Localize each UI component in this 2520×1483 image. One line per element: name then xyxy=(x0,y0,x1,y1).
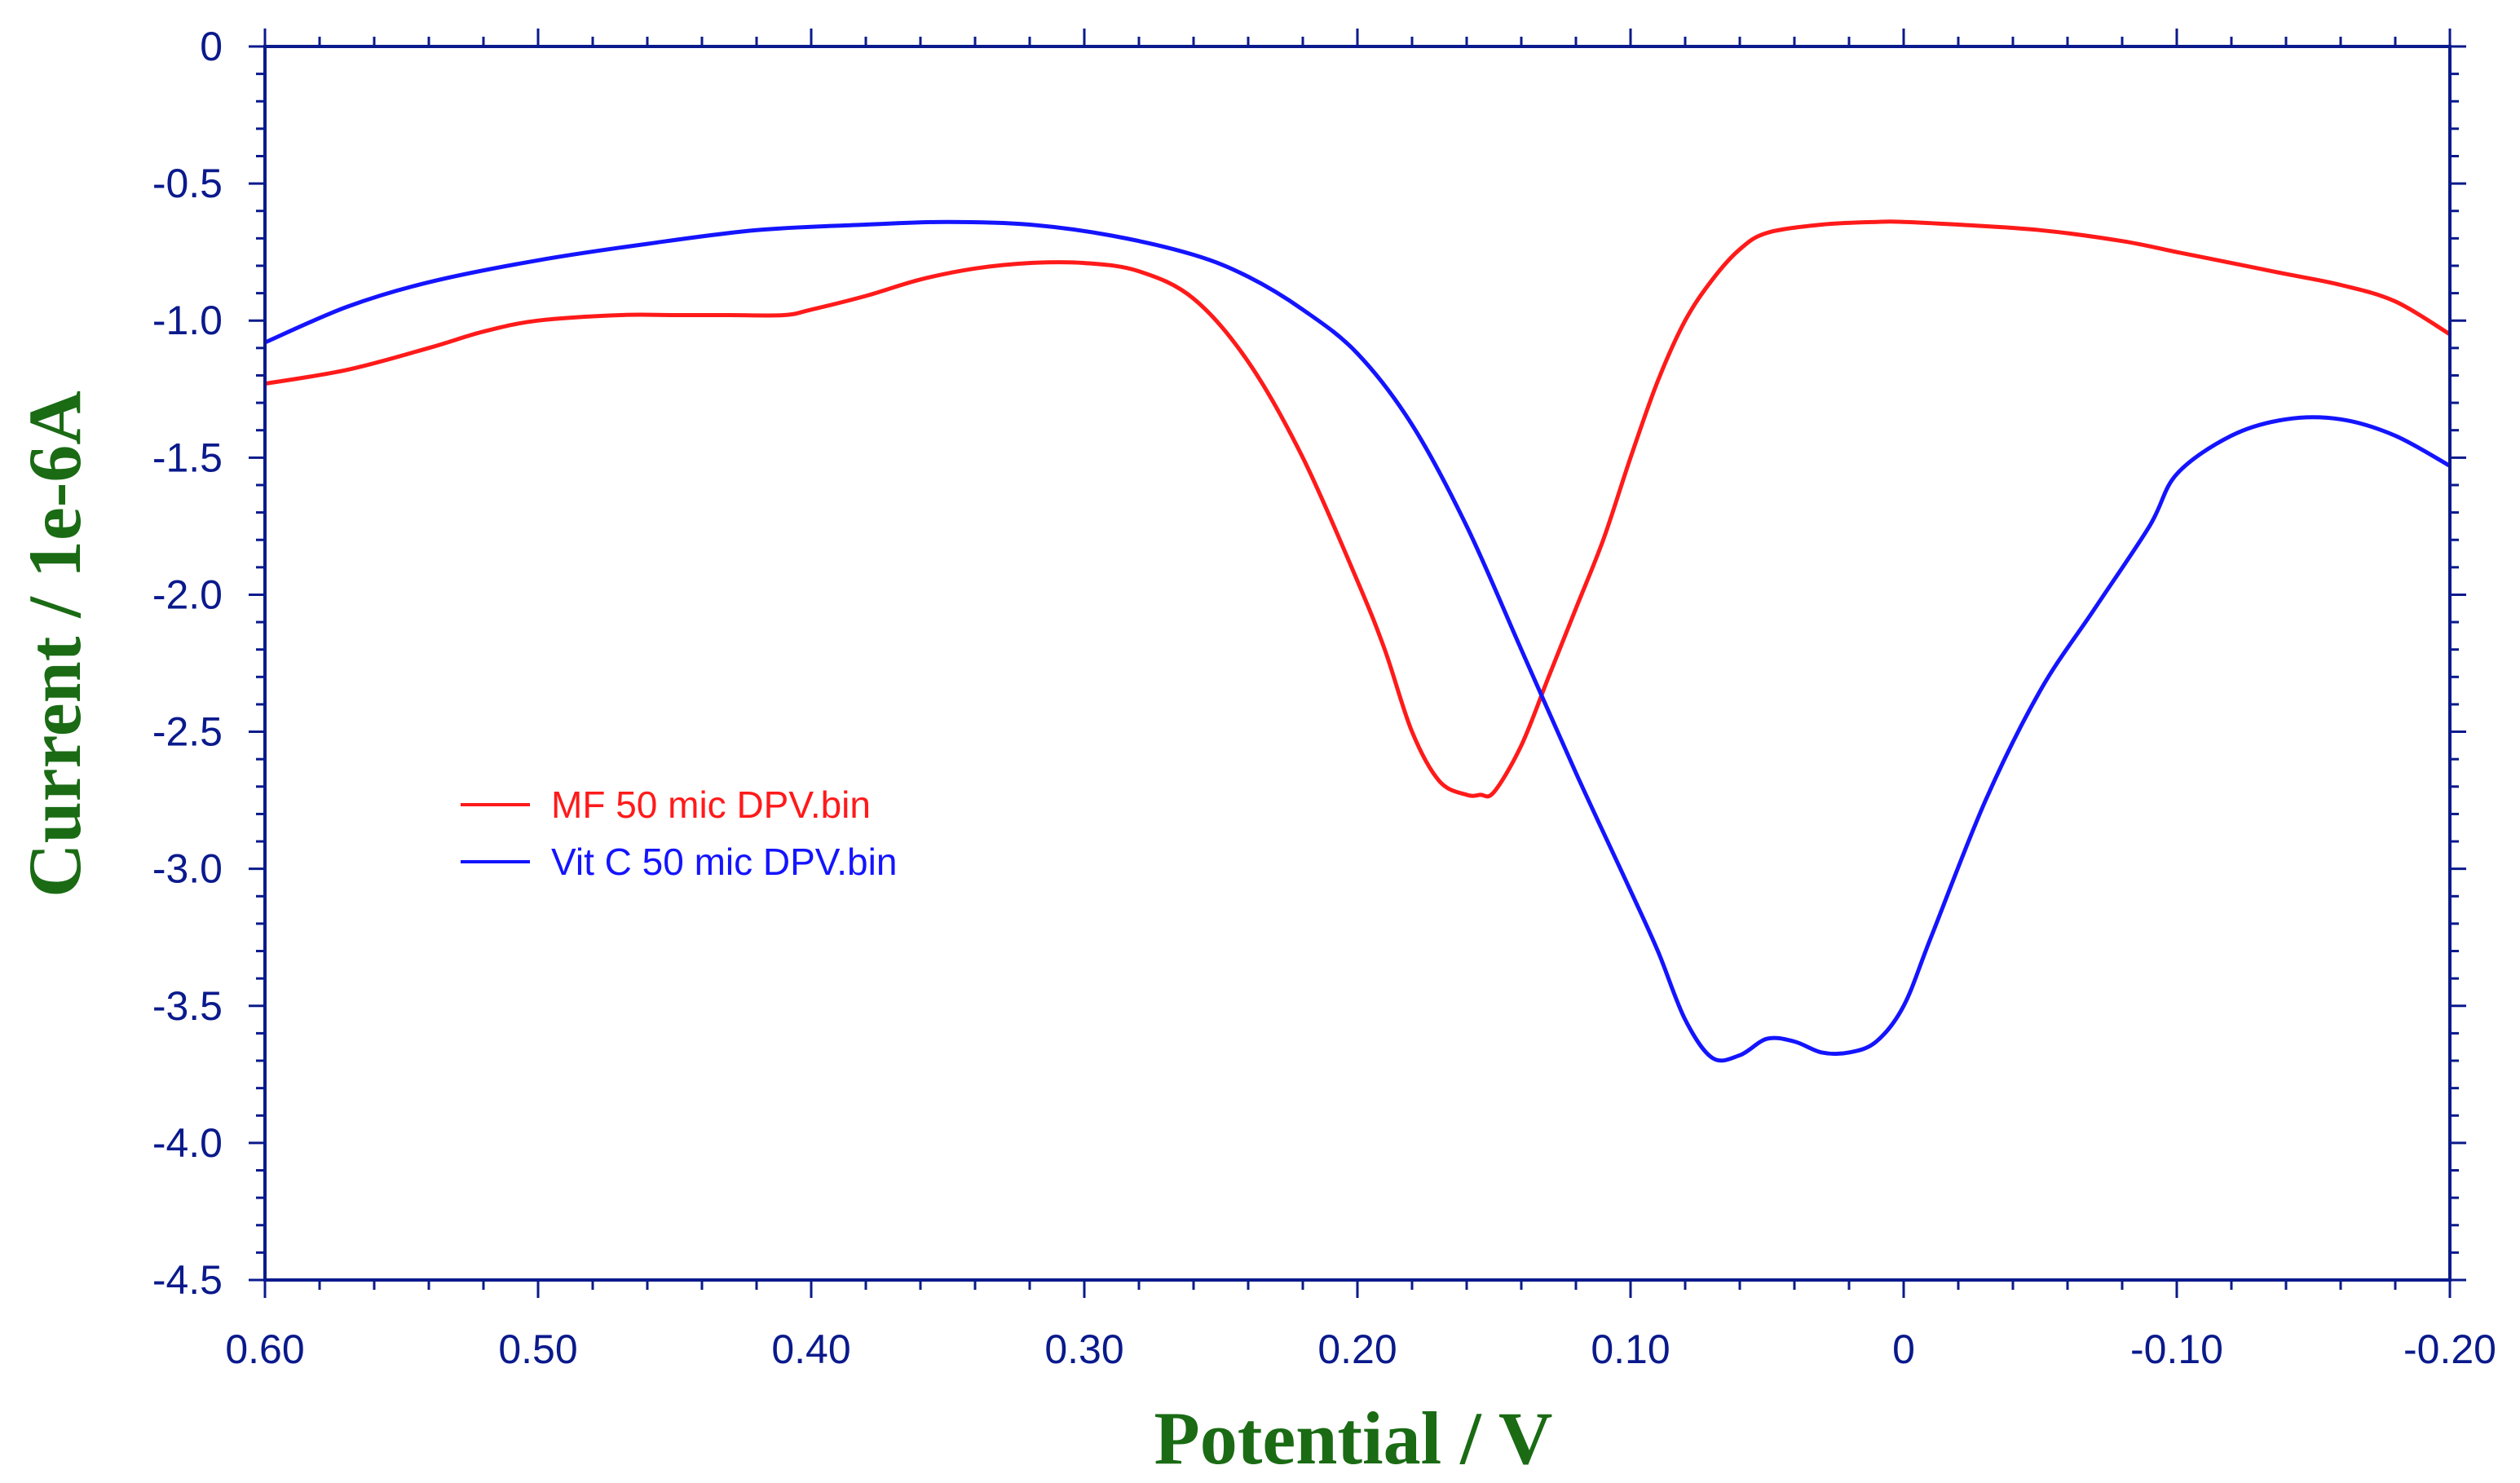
x-tick-label: -0.10 xyxy=(2130,1326,2223,1372)
y-tick-label: -2.5 xyxy=(152,709,223,755)
x-axis-title: Potential / V xyxy=(1154,1397,1553,1480)
legend-label-vitc: Vit C 50 mic DPV.bin xyxy=(551,841,897,883)
x-tick-label: 0 xyxy=(1892,1326,1915,1372)
y-tick-label: -4.5 xyxy=(152,1257,223,1303)
x-tick-label: 0.40 xyxy=(771,1326,850,1372)
x-tick-label: 0.60 xyxy=(225,1326,304,1372)
y-tick-label: -1.0 xyxy=(152,298,223,343)
y-axis-title: Current / 1e-6A xyxy=(13,391,96,898)
x-tick-label: -0.20 xyxy=(2403,1326,2496,1372)
y-tick-label: -1.5 xyxy=(152,435,223,480)
plot-frame xyxy=(263,45,2452,1282)
legend: MF 50 mic DPV.bin Vit C 50 mic DPV.bin xyxy=(461,783,897,883)
y-tick-label: -4.0 xyxy=(152,1120,223,1166)
series-lines xyxy=(264,219,2452,1063)
x-tick-label: 0.50 xyxy=(498,1326,577,1372)
y-tick-label: -0.5 xyxy=(152,161,223,206)
y-tick-label: 0 xyxy=(200,24,223,69)
x-tick-label: 0.30 xyxy=(1044,1326,1123,1372)
series-line-1 xyxy=(264,219,2452,1063)
legend-label-mf: MF 50 mic DPV.bin xyxy=(551,783,871,826)
y-tick-label: -2.0 xyxy=(152,572,223,617)
series-line-0 xyxy=(264,219,2452,799)
tick-labels: 0 -0.5 -1.0 -1.5 -2.0 -2.5 -3.0 -3.5 -4.0 -4.50.6… xyxy=(152,24,2496,1372)
y-tick-label: -3.5 xyxy=(152,983,223,1029)
x-tick-label: 0.10 xyxy=(1591,1326,1670,1372)
x-tick-label: 0.20 xyxy=(1317,1326,1397,1372)
y-tick-label: -3.0 xyxy=(152,846,223,892)
